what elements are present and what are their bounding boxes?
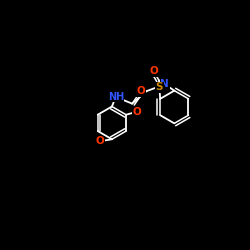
Text: S: S (156, 82, 163, 92)
Text: O: O (132, 107, 141, 117)
Text: O: O (96, 136, 105, 146)
Text: O: O (150, 66, 158, 76)
Text: O: O (136, 86, 145, 96)
Text: N: N (160, 80, 169, 90)
Text: NH: NH (108, 92, 124, 102)
